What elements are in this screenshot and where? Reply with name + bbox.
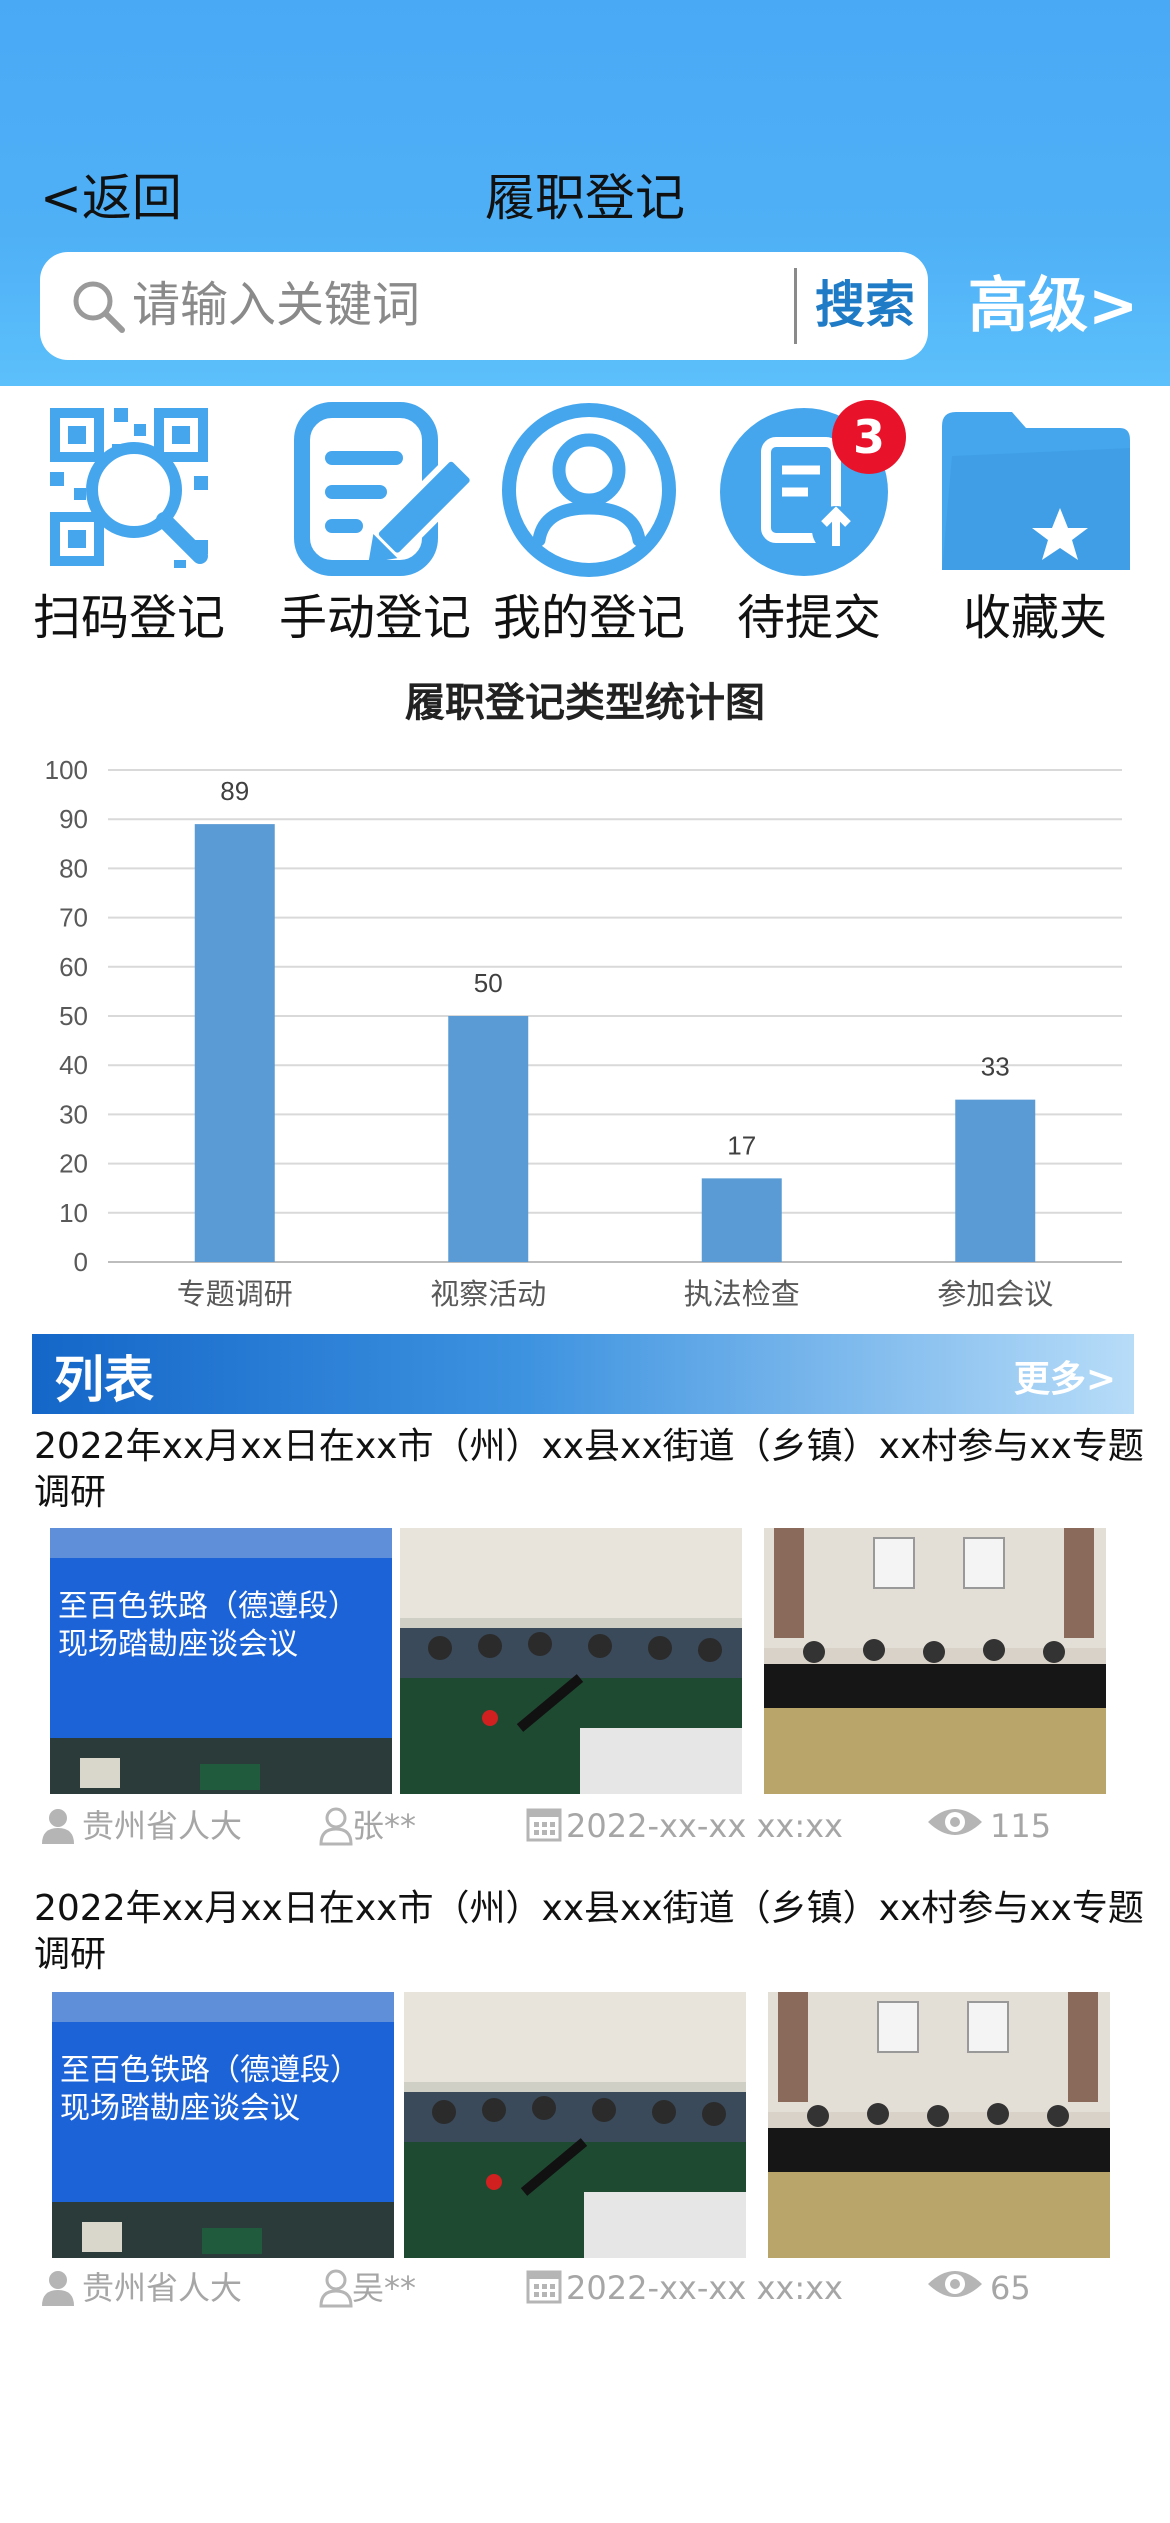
data-label: 89 <box>220 776 249 806</box>
favorite-folder-icon <box>930 400 1140 580</box>
meeting-photo <box>404 1992 746 2258</box>
menu-favorites[interactable]: 收藏夹 <box>930 400 1140 650</box>
hall-photo <box>764 1528 1106 1794</box>
search-divider <box>794 268 797 344</box>
org-name: 贵州省人大 <box>82 1806 242 1846</box>
person-icon <box>316 1806 356 1846</box>
banner-text: 至百色铁路（德遵段） <box>60 2054 360 2087</box>
menu-label: 我的登记 <box>464 578 714 648</box>
y-tick-label: 20 <box>59 1149 88 1179</box>
page-title: 履职登记 <box>0 158 1170 230</box>
bar <box>448 1016 528 1262</box>
x-tick-label: 执法检查 <box>684 1277 800 1311</box>
photo-banner-thumb[interactable]: 至百色铁路（德遵段） 现场踏勘座谈会议 <box>52 1992 394 2258</box>
menu-label: 收藏夹 <box>910 578 1160 648</box>
photo-banner-thumb[interactable]: 至百色铁路（德遵段） 现场踏勘座谈会议 <box>50 1528 392 1794</box>
chart-title: 履职登记类型统计图 <box>0 670 1170 728</box>
list-section-title: 列表 <box>54 1340 154 1412</box>
app-header: <返回 履职登记 搜索 高级> <box>0 0 1170 386</box>
datetime: 2022-xx-xx xx:xx <box>566 1806 843 1846</box>
menu-label: 手动登记 <box>250 578 500 648</box>
y-tick-label: 10 <box>59 1198 88 1228</box>
y-tick-label: 100 <box>45 755 88 785</box>
bar <box>702 1178 782 1262</box>
y-tick-label: 30 <box>59 1099 88 1129</box>
data-label: 50 <box>474 968 503 998</box>
search-bar: 搜索 <box>40 252 928 360</box>
list-item[interactable]: 2022年xx月xx日在xx市（州）xx县xx街道（乡镇）xx村参与xx专题调研… <box>0 1424 1170 1884</box>
banner-text: 至百色铁路（德遵段） <box>58 1590 358 1623</box>
banner-text: 现场踏勘座谈会议 <box>60 2092 300 2125</box>
menu-label: 待提交 <box>684 578 934 648</box>
y-tick-label: 90 <box>59 804 88 834</box>
data-label: 17 <box>727 1130 756 1160</box>
y-tick-label: 0 <box>74 1247 88 1277</box>
person-icon <box>316 2268 356 2308</box>
meeting-photo <box>400 1528 742 1794</box>
banner-photo: 至百色铁路（德遵段） 现场踏勘座谈会议 <box>52 1992 394 2258</box>
bar-chart: 0 10 20 30 40 50 60 70 80 90 100 89 专题调研 50 视察活动 17 执法检查… <box>0 740 1170 1320</box>
calendar-icon <box>524 1804 564 1844</box>
x-tick-label: 专题调研 <box>177 1277 293 1311</box>
data-label: 33 <box>981 1052 1010 1082</box>
x-tick-label: 视察活动 <box>430 1277 546 1311</box>
org-icon <box>38 2268 78 2308</box>
search-button[interactable]: 搜索 <box>810 272 920 338</box>
y-tick-label: 80 <box>59 853 88 883</box>
person-name: 吴** <box>352 2268 416 2308</box>
view-count-icon <box>926 2262 984 2306</box>
edit-document-icon <box>270 400 480 580</box>
x-tick-label: 参加会议 <box>937 1277 1053 1311</box>
person-name: 张** <box>352 1806 416 1846</box>
photo-meeting-thumb[interactable] <box>400 1528 742 1794</box>
view-count: 115 <box>990 1806 1051 1846</box>
photo-meeting-thumb[interactable] <box>404 1992 746 2258</box>
list-item-title[interactable]: 2022年xx月xx日在xx市（州）xx县xx街道（乡镇）xx村参与xx专题调研 <box>34 1886 1144 1978</box>
user-profile-icon <box>484 400 694 580</box>
menu-scan-register[interactable]: 扫码登记 <box>24 400 234 650</box>
advanced-search-button[interactable]: 高级> <box>968 266 1138 346</box>
list-item-title[interactable]: 2022年xx月xx日在xx市（州）xx县xx街道（乡镇）xx村参与xx专题调研 <box>34 1424 1144 1516</box>
search-icon <box>68 276 128 336</box>
list-section-header: 列表 更多> <box>32 1334 1134 1414</box>
y-tick-label: 60 <box>59 952 88 982</box>
menu-my-register[interactable]: 我的登记 <box>484 400 694 650</box>
org-icon <box>38 1806 78 1846</box>
org-name: 贵州省人大 <box>82 2268 242 2308</box>
pending-count-badge: 3 <box>832 400 906 474</box>
menu-label: 扫码登记 <box>4 578 254 648</box>
y-tick-label: 40 <box>59 1050 88 1080</box>
bar <box>195 824 275 1262</box>
view-count-icon <box>926 1800 984 1844</box>
list-item[interactable]: 2022年xx月xx日在xx市（州）xx县xx街道（乡镇）xx村参与xx专题调研… <box>0 1886 1170 2346</box>
calendar-icon <box>524 2266 564 2306</box>
banner-text: 现场踏勘座谈会议 <box>58 1628 298 1661</box>
view-count: 65 <box>990 2268 1031 2308</box>
banner-photo: 至百色铁路（德遵段） 现场踏勘座谈会议 <box>50 1528 392 1794</box>
y-tick-label: 70 <box>59 903 88 933</box>
search-input[interactable] <box>132 274 822 336</box>
qr-scan-icon <box>24 400 234 580</box>
bar <box>955 1100 1035 1262</box>
menu-manual-register[interactable]: 手动登记 <box>270 400 480 650</box>
y-tick-label: 50 <box>59 1001 88 1031</box>
more-link[interactable]: 更多> <box>1014 1350 1116 1402</box>
datetime: 2022-xx-xx xx:xx <box>566 2268 843 2308</box>
hall-photo <box>768 1992 1110 2258</box>
photo-hall-thumb[interactable] <box>764 1528 1106 1794</box>
photo-hall-thumb[interactable] <box>768 1992 1110 2258</box>
